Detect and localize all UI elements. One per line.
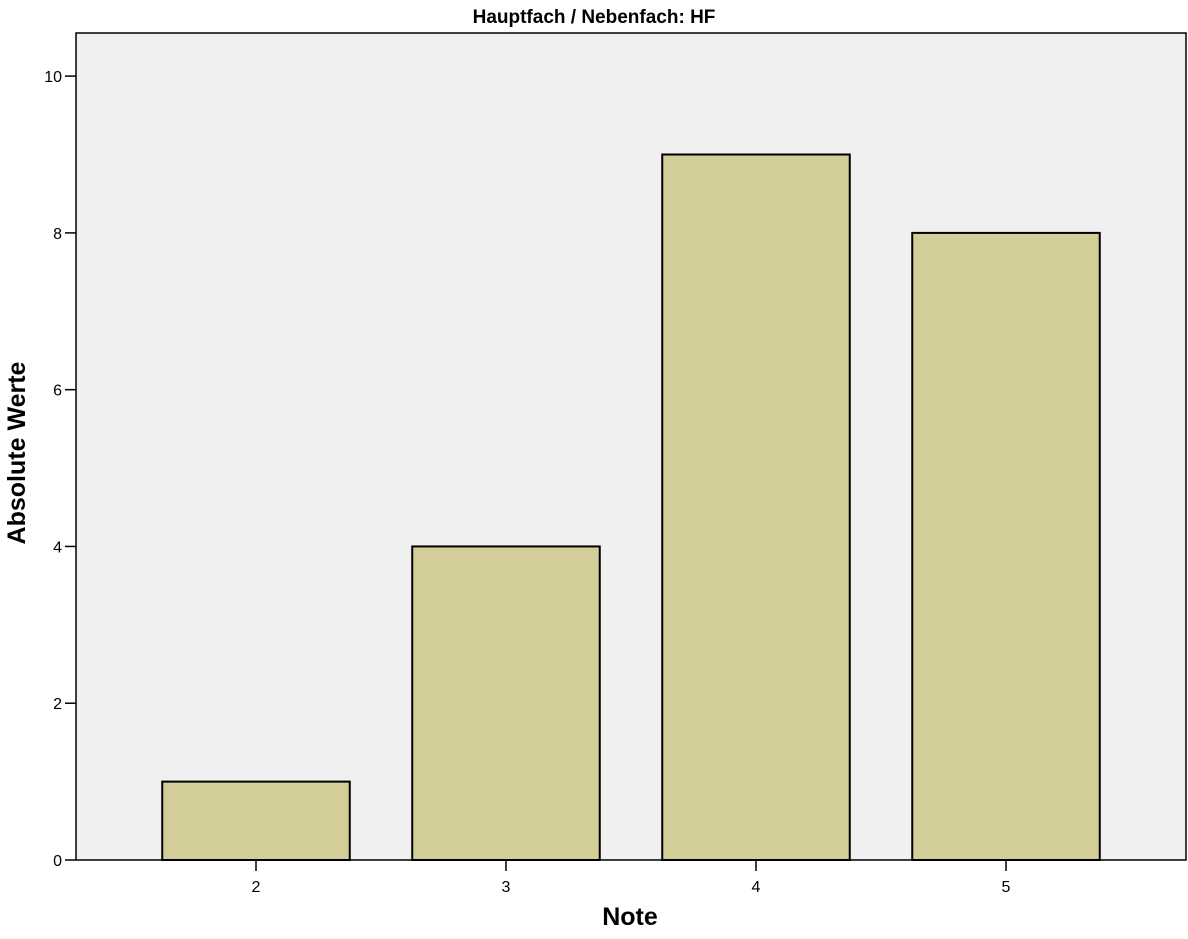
y-tick-label: 10 xyxy=(44,69,62,86)
bar-3 xyxy=(411,545,601,861)
y-tick-label: 2 xyxy=(53,696,62,713)
bar-2 xyxy=(161,780,351,862)
bar-4 xyxy=(661,153,851,861)
x-axis: 2 3 4 5 xyxy=(252,860,1011,896)
x-tick-label: 4 xyxy=(752,879,761,896)
y-axis-label: Absolute Werte xyxy=(3,361,31,544)
y-axis: 0 2 4 6 8 10 xyxy=(44,69,76,870)
y-tick-label: 8 xyxy=(53,226,62,243)
y-tick-label: 6 xyxy=(53,383,62,400)
bar-5 xyxy=(911,231,1101,861)
x-tick-label: 3 xyxy=(502,879,511,896)
x-tick-label: 2 xyxy=(252,879,261,896)
x-axis-label: Note xyxy=(602,903,658,931)
y-tick-label: 0 xyxy=(53,853,62,870)
chart-title: Hauptfach / Nebenfach: HF xyxy=(473,7,716,28)
x-tick-label: 5 xyxy=(1002,879,1011,896)
y-tick-label: 4 xyxy=(53,539,62,556)
bars-layer xyxy=(161,153,1101,862)
